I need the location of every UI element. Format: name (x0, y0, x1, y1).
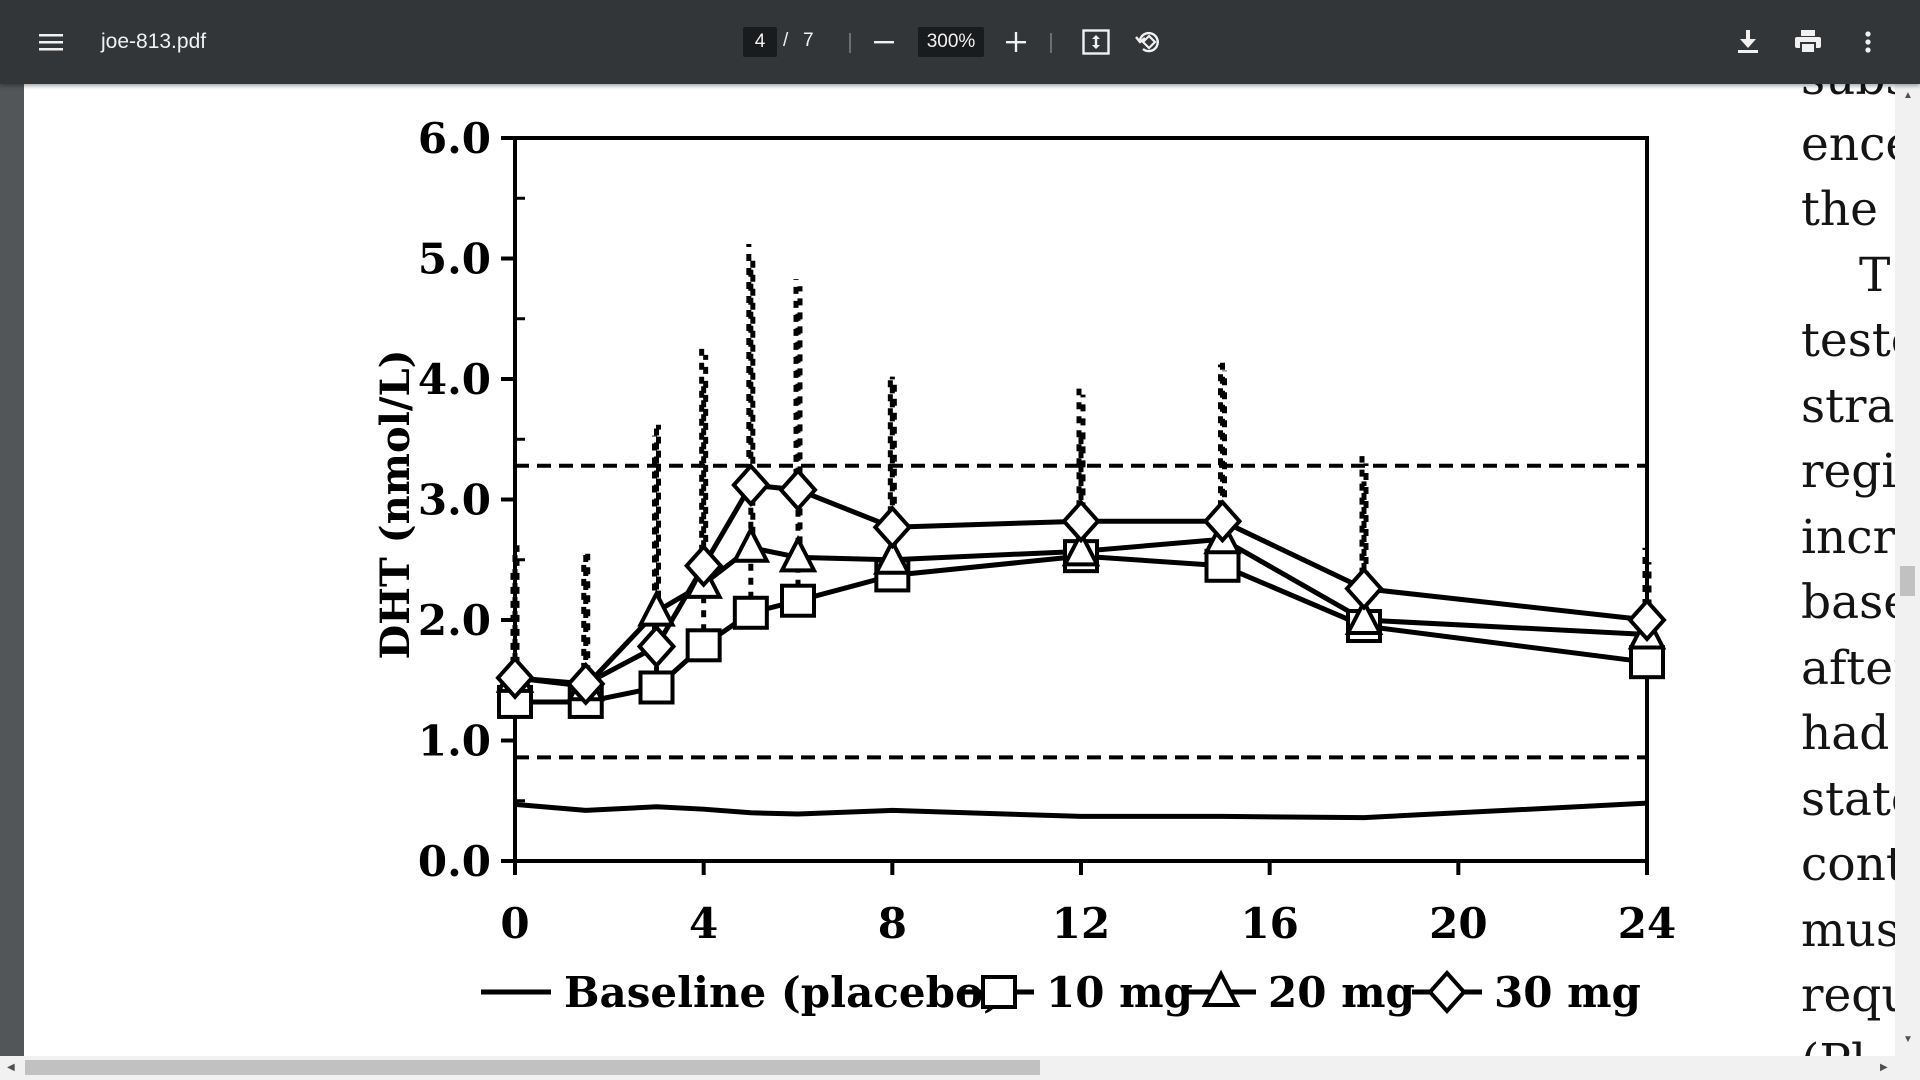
data-point-diamond (1202, 499, 1243, 544)
series-line (515, 553, 1648, 705)
legend-label: 30 mg (1494, 968, 1641, 1017)
data-point-square (732, 595, 769, 630)
y-tick-label: 6.0 (418, 114, 491, 163)
scroll-left-icon[interactable]: ◀ (7, 1062, 15, 1073)
data-point-triangle (778, 534, 818, 573)
body-text-line: ence (1801, 116, 1895, 172)
y-tick-label: 5.0 (418, 235, 491, 284)
pdf-toolbar: joe-813.pdf 4 / 7 300% (0, 0, 1920, 84)
y-tick-label: 2.0 (418, 596, 491, 645)
data-point-square (638, 670, 675, 705)
horizontal-scroll-thumb[interactable] (25, 1060, 1040, 1075)
horizontal-scrollbar[interactable]: ◀ ▶ (0, 1056, 1920, 1080)
legend-label: 10 mg (1046, 968, 1193, 1017)
x-tick-label: 20 (1429, 899, 1487, 948)
y-tick-label: 3.0 (418, 476, 491, 525)
document-title: joe-813.pdf (101, 30, 207, 53)
download-icon (1738, 30, 1758, 53)
data-point-diamond (872, 505, 913, 550)
rotate-icon (1135, 31, 1159, 53)
body-text-line: had (1801, 706, 1890, 761)
download-button[interactable] (1728, 22, 1768, 62)
data-point-diamond (1344, 566, 1384, 611)
x-tick-label: 4 (689, 899, 718, 948)
legend-label: 20 mg (1268, 968, 1415, 1017)
body-text-line: (Pl (1801, 1029, 1895, 1057)
x-tick-label: 16 (1240, 899, 1298, 948)
more-options-icon (1865, 31, 1871, 53)
menu-button[interactable] (31, 22, 71, 62)
x-tick-label: 0 (500, 899, 529, 948)
page-separator: / (783, 30, 789, 51)
data-point-triangle (873, 537, 912, 575)
data-point-diamond (731, 463, 771, 508)
rotate-button[interactable] (1129, 22, 1169, 62)
zoom-in-icon (1006, 32, 1026, 52)
fit-page-button[interactable] (1076, 22, 1116, 62)
body-text-line: incr (1801, 509, 1895, 565)
data-point-triangle (1061, 528, 1101, 567)
data-point-diamond (566, 661, 606, 706)
data-point-diamond (1627, 598, 1667, 642)
zoom-out-icon (874, 41, 894, 44)
zoom-in-button[interactable] (996, 22, 1036, 62)
x-tick-label: 12 (1052, 899, 1110, 948)
data-point-triangle (637, 589, 676, 627)
body-text-line: requ (1801, 968, 1895, 1023)
y-tick-label: 1.0 (418, 717, 491, 766)
series-line (514, 800, 1648, 821)
body-text-line: T (1859, 247, 1891, 303)
scroll-down-icon[interactable]: ▼ (1903, 1034, 1913, 1045)
data-point-diamond (778, 467, 818, 512)
y-tick-label: 0.0 (418, 837, 491, 886)
document-viewport[interactable]: 0.0 1.0 2.0 3.0 4.0 5.0 6.0 0 4 8 12 16 20 24 DHT (nmo… (0, 84, 1895, 1056)
body-text-line: mus (1801, 902, 1895, 958)
body-text-line: the (1801, 182, 1878, 237)
vertical-scrollbar[interactable]: ▲ ▼ (1895, 84, 1920, 1056)
zoom-out-button[interactable] (864, 22, 904, 62)
data-point-diamond (495, 655, 535, 700)
data-point-square (780, 583, 816, 618)
body-text-line: after (1801, 640, 1895, 696)
body-text-line: testo (1801, 313, 1895, 368)
x-tick-label: 24 (1618, 899, 1676, 948)
data-point-diamond (683, 543, 724, 588)
legend-label: Baseline (placebo) (564, 968, 1003, 1017)
y-tick-label: 4.0 (418, 355, 491, 404)
data-point-triangle (731, 525, 771, 563)
data-point-triangle (1344, 597, 1384, 635)
body-text-line: subs (1801, 84, 1895, 112)
page-number-input[interactable]: 4 (743, 27, 777, 57)
pdf-page: 0.0 1.0 2.0 3.0 4.0 5.0 6.0 0 4 8 12 16 20 24 DHT (nmo… (24, 84, 1895, 1056)
page-total: 7 (803, 30, 814, 51)
body-text-line: regi (1801, 444, 1895, 499)
vertical-scroll-thumb[interactable] (1900, 566, 1915, 596)
x-tick-label: 8 (878, 899, 907, 948)
y-axis-label: DHT (nmol/L) (372, 349, 419, 659)
more-options-button[interactable] (1848, 22, 1888, 62)
menu-icon (39, 34, 63, 51)
print-icon (1795, 30, 1821, 54)
zoom-level-input[interactable]: 300% (918, 27, 984, 57)
legend-marker (1201, 969, 1241, 1007)
legend-marker (981, 975, 1017, 1009)
data-point-square (685, 628, 722, 663)
body-text-line: strat (1801, 378, 1895, 434)
scroll-right-icon[interactable]: ▶ (1880, 1062, 1888, 1073)
fit-page-icon (1082, 29, 1110, 55)
dht-chart: 0.0 1.0 2.0 3.0 4.0 5.0 6.0 0 4 8 12 16 20 24 DHT (nmo… (372, 114, 1676, 1017)
data-point-square (1204, 548, 1241, 583)
data-point-square (1629, 645, 1665, 680)
page-body-text: subs ence the Ttesto strat regi incr base after h… (1801, 84, 1895, 1056)
toolbar-divider (1050, 33, 1052, 53)
print-button[interactable] (1788, 22, 1828, 62)
body-text-line: base (1801, 575, 1895, 630)
body-text-line: state (1801, 771, 1895, 827)
legend-marker (1427, 970, 1467, 1014)
scroll-up-icon[interactable]: ▲ (1903, 90, 1913, 101)
toolbar-divider (849, 33, 851, 53)
body-text-line: cont (1801, 837, 1895, 892)
data-point-diamond (1061, 499, 1101, 544)
data-point-diamond (636, 624, 677, 669)
